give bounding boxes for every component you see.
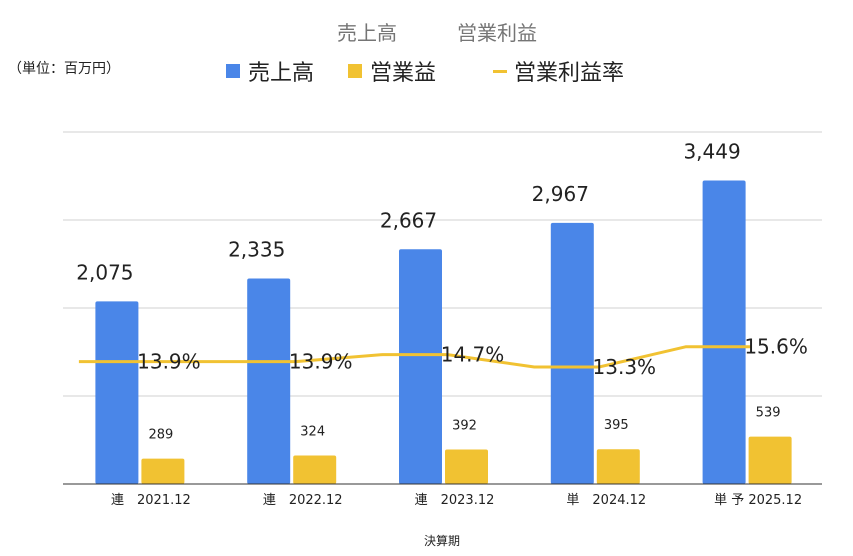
bar-operating-profit xyxy=(293,455,337,484)
legend-swatch-sales xyxy=(226,64,240,78)
x-tick-label: 連 2021.12 xyxy=(111,493,191,508)
x-tick-label: 単 予 2025.12 xyxy=(714,492,802,508)
data-label-sales: 2,967 xyxy=(532,182,589,206)
x-tick-label: 連 2022.12 xyxy=(263,493,343,508)
margin-line xyxy=(78,345,752,369)
legend-label-operating-profit: 営業益 xyxy=(370,61,436,86)
data-label-margin: 13.9% xyxy=(289,350,353,374)
margin-line-layer xyxy=(78,345,752,369)
data-label-operating-profit: 324 xyxy=(300,424,325,439)
legend-swatch-operating-profit xyxy=(348,64,362,78)
data-label-sales: 2,335 xyxy=(228,238,285,262)
x-axis-title: 決算期 xyxy=(424,533,460,548)
chart-title-right: 営業利益 xyxy=(457,21,537,45)
bar-operating-profit xyxy=(445,449,488,484)
data-label-margin: 14.7% xyxy=(441,343,505,367)
bar-sales xyxy=(95,301,139,484)
data-label-margin: 15.6% xyxy=(744,335,808,359)
data-label-sales: 2,667 xyxy=(380,208,437,232)
x-tick-label: 単 2024.12 xyxy=(566,492,646,508)
bar-sales xyxy=(550,222,594,485)
bar-sales xyxy=(399,249,442,484)
gridlines xyxy=(63,131,822,397)
bar-sales xyxy=(702,180,746,484)
bar-sales xyxy=(247,278,291,484)
data-label-operating-profit: 539 xyxy=(756,406,781,421)
data-label-operating-profit: 395 xyxy=(604,418,629,433)
legend: 売上高 営業益 営業利益率 xyxy=(226,61,624,86)
data-label-margin: 13.9% xyxy=(137,350,201,374)
bar-operating-profit xyxy=(748,436,792,484)
bars xyxy=(95,180,792,485)
data-labels: 2,075 289 2,335 324 2,667 392 2,967 395 3,449 539… xyxy=(76,139,808,442)
bar-operating-profit xyxy=(596,449,640,484)
x-tick-label: 連 2023.12 xyxy=(415,493,495,508)
x-axis-ticks: 連 2021.12 連 2022.12 連 2023.12 単 2024.12 単 予 … xyxy=(111,492,802,508)
data-label-margin: 13.3% xyxy=(593,355,657,379)
data-label-operating-profit: 289 xyxy=(148,428,173,443)
bar-operating-profit xyxy=(141,458,185,484)
legend-label-sales: 売上高 xyxy=(248,61,314,86)
chart-title-left: 売上高 xyxy=(337,21,397,45)
data-label-sales: 3,449 xyxy=(683,139,740,163)
unit-note: （単位：百万円） xyxy=(8,61,120,77)
legend-label-margin: 営業利益率 xyxy=(514,61,624,86)
data-label-sales: 2,075 xyxy=(76,260,133,284)
data-label-operating-profit: 392 xyxy=(452,419,477,434)
legend-swatch-margin xyxy=(493,70,507,73)
